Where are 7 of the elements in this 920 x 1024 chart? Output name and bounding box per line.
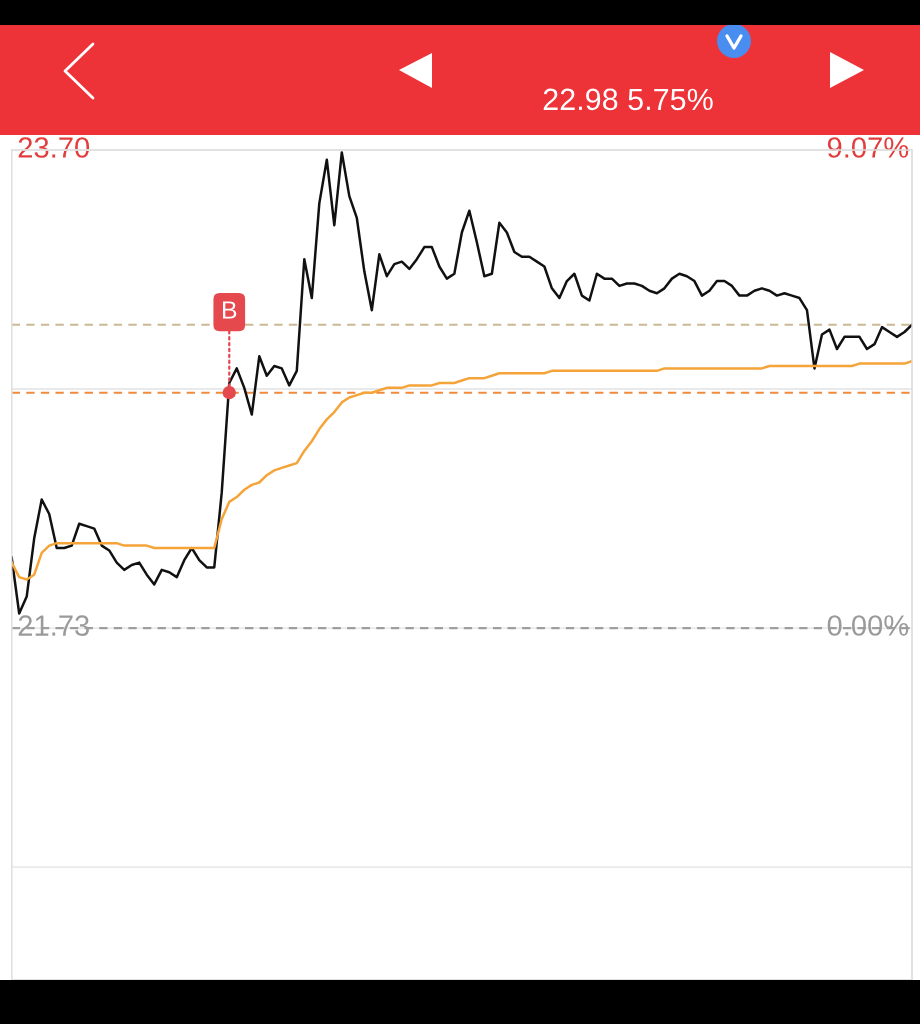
- y2-tick-label: 9.07%: [827, 137, 909, 158]
- text: B: [222, 301, 237, 319]
- y-tick-label: 21.73: [18, 615, 89, 636]
- chart-subtitle: 22.98 5.75%: [543, 88, 713, 111]
- line-series: [11, 359, 912, 581]
- y2-tick-label: 0.00%: [827, 615, 909, 636]
- y-tick-label: 23.70: [18, 137, 90, 158]
